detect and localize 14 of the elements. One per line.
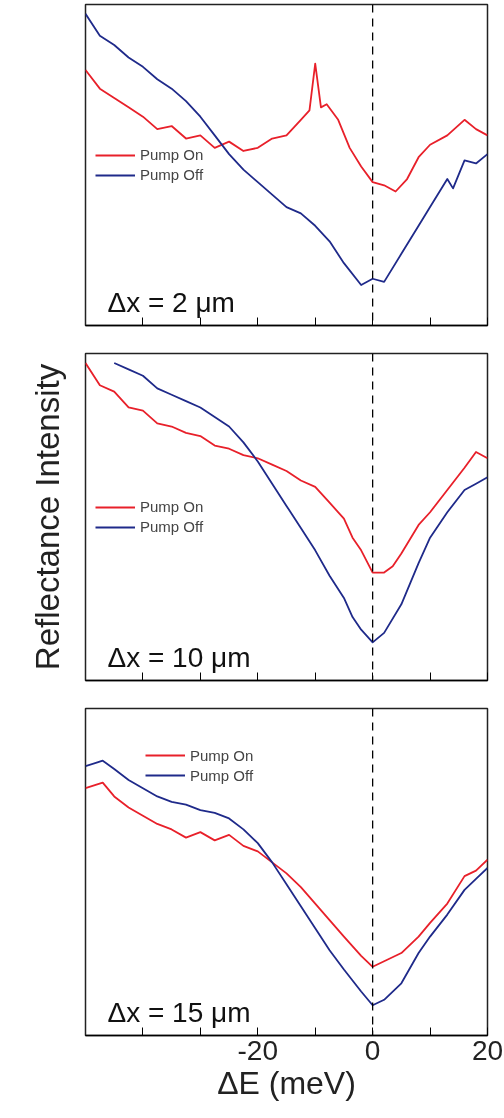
x-tick-label: 0 — [364, 1034, 381, 1066]
annotation: Δx = 15 μm — [107, 996, 251, 1028]
legend-label: Pump Off — [140, 166, 204, 183]
legend-label: Pump On — [190, 746, 254, 764]
legend-label: Pump Off — [190, 766, 254, 784]
x-tick-label: -20 — [237, 1034, 279, 1066]
annotation: Δx = 2 μm — [107, 286, 235, 318]
legend-label: Pump Off — [140, 518, 204, 535]
x-tick-label: 20 — [471, 1034, 504, 1066]
x-axis-title: ΔE (meV) — [217, 1064, 356, 1101]
annotation: Δx = 10 μm — [107, 641, 251, 673]
y-axis-title: Reflectance Intensity — [28, 363, 66, 671]
legend-label: Pump On — [140, 498, 204, 515]
legend-label: Pump On — [140, 146, 204, 163]
